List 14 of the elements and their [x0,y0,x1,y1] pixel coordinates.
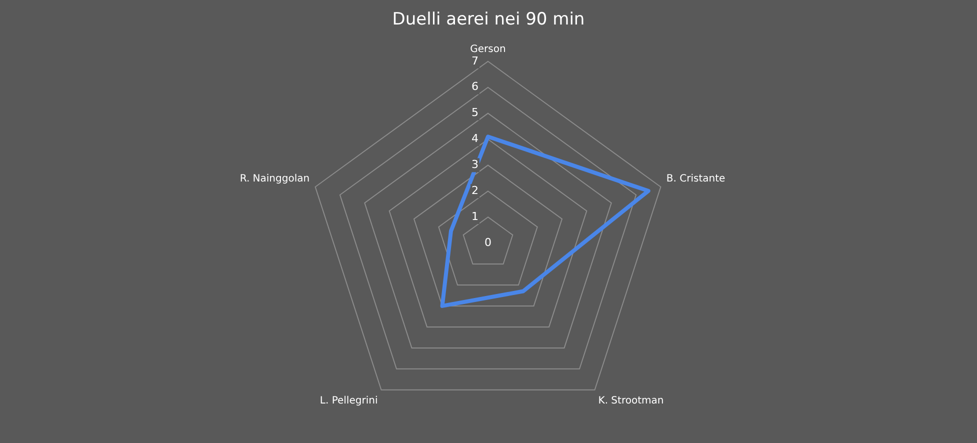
y-tick-label: 4 [472,132,478,146]
chart-title: Duelli aerei nei 90 min [392,10,585,30]
y-tick-label: 3 [472,158,478,172]
spoke-label: K. Strootman [598,395,664,406]
spoke-label: Gerson [470,44,506,55]
y-tick-label: 2 [472,184,478,197]
y-tick-label: 0 [484,236,492,249]
y-tick-label: 6 [472,80,478,94]
y-tick-label: 1 [472,210,478,223]
spoke-label: R. Nainggolan [240,174,310,185]
spoke-label: L. Pellegrini [320,395,378,406]
y-tick-label: 5 [472,106,478,120]
y-tick-label: 7 [472,54,478,68]
spoke-label: B. Cristante [666,174,726,185]
